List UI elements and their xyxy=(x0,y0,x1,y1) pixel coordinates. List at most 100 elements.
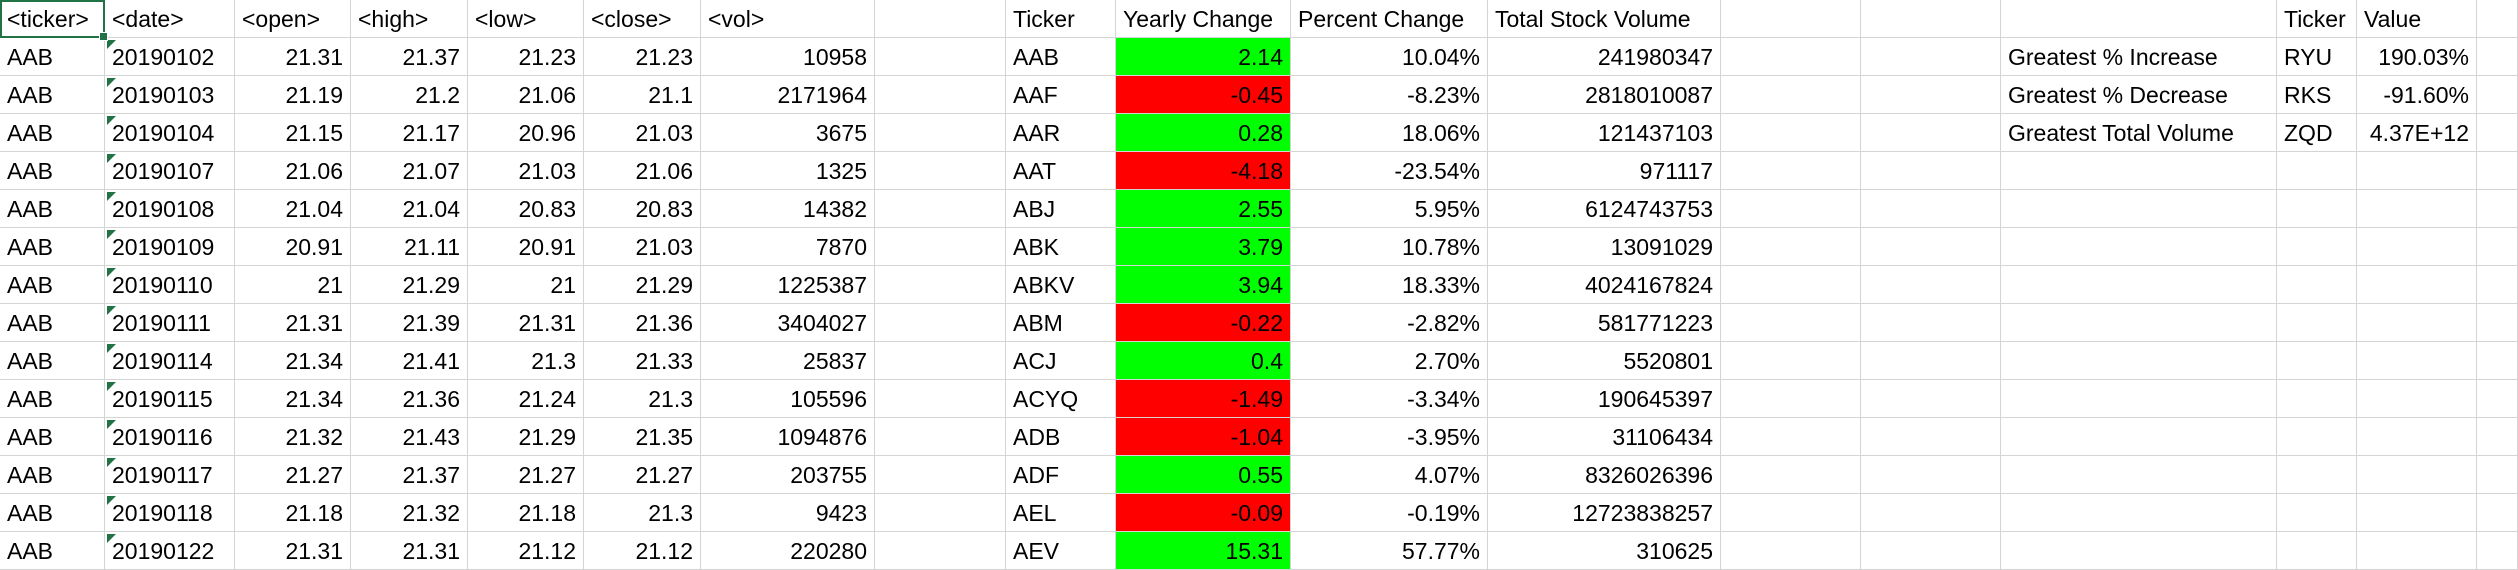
summary-data-cell[interactable]: 971117 xyxy=(1488,152,1721,190)
empty-cell[interactable] xyxy=(2357,228,2477,266)
raw-data-cell[interactable]: 21.03 xyxy=(584,228,701,266)
empty-cell[interactable] xyxy=(1721,380,1861,418)
error-indicator-icon[interactable] xyxy=(107,458,116,467)
empty-cell[interactable] xyxy=(1721,342,1861,380)
empty-cell[interactable] xyxy=(875,190,1006,228)
raw-data-cell[interactable]: 21.31 xyxy=(235,304,351,342)
raw-data-cell[interactable]: 20190107 xyxy=(105,152,235,190)
empty-cell[interactable] xyxy=(2001,266,2277,304)
empty-cell[interactable] xyxy=(2001,0,2277,38)
raw-data-cell[interactable]: 21.23 xyxy=(584,38,701,76)
summary-data-cell[interactable]: -2.82% xyxy=(1291,304,1488,342)
summary-data-cell[interactable]: ABK xyxy=(1006,228,1116,266)
empty-cell[interactable] xyxy=(1861,152,2001,190)
summary-data-cell[interactable]: 121437103 xyxy=(1488,114,1721,152)
empty-cell[interactable] xyxy=(875,456,1006,494)
raw-data-cell[interactable]: AAB xyxy=(0,190,105,228)
empty-cell[interactable] xyxy=(2001,532,2277,570)
summary-data-cell[interactable]: AAT xyxy=(1006,152,1116,190)
yearly-change-cell[interactable]: -4.18 xyxy=(1116,152,1291,190)
empty-cell[interactable] xyxy=(2477,228,2518,266)
raw-data-cell[interactable]: 21.12 xyxy=(468,532,584,570)
summary-header-cell[interactable]: Ticker xyxy=(1006,0,1116,38)
yearly-change-cell[interactable]: 3.94 xyxy=(1116,266,1291,304)
empty-cell[interactable] xyxy=(875,0,1006,38)
raw-data-cell[interactable]: 21.36 xyxy=(584,304,701,342)
empty-cell[interactable] xyxy=(2357,342,2477,380)
summary-data-cell[interactable]: 18.06% xyxy=(1291,114,1488,152)
yearly-change-cell[interactable]: 0.4 xyxy=(1116,342,1291,380)
empty-cell[interactable] xyxy=(2001,456,2277,494)
empty-cell[interactable] xyxy=(1721,0,1861,38)
summary-data-cell[interactable]: 18.33% xyxy=(1291,266,1488,304)
summary-data-cell[interactable]: 241980347 xyxy=(1488,38,1721,76)
yearly-change-cell[interactable]: 0.55 xyxy=(1116,456,1291,494)
raw-header-cell[interactable]: <date> xyxy=(105,0,235,38)
yearly-change-cell[interactable]: 2.14 xyxy=(1116,38,1291,76)
yearly-change-cell[interactable]: -1.04 xyxy=(1116,418,1291,456)
summary-header-cell[interactable]: Yearly Change xyxy=(1116,0,1291,38)
empty-cell[interactable] xyxy=(2001,190,2277,228)
empty-cell[interactable] xyxy=(2477,38,2518,76)
raw-data-cell[interactable]: 9423 xyxy=(701,494,875,532)
raw-data-cell[interactable]: 21.12 xyxy=(584,532,701,570)
raw-data-cell[interactable]: 21.41 xyxy=(351,342,468,380)
raw-data-cell[interactable]: 21.03 xyxy=(468,152,584,190)
empty-cell[interactable] xyxy=(2277,304,2357,342)
empty-cell[interactable] xyxy=(2477,380,2518,418)
raw-data-cell[interactable]: 21.2 xyxy=(351,76,468,114)
empty-cell[interactable] xyxy=(2477,76,2518,114)
summary-data-cell[interactable]: 190645397 xyxy=(1488,380,1721,418)
raw-data-cell[interactable]: 20190117 xyxy=(105,456,235,494)
raw-data-cell[interactable]: AAB xyxy=(0,380,105,418)
error-indicator-icon[interactable] xyxy=(107,382,116,391)
greatest-label-cell[interactable]: Greatest Total Volume xyxy=(2001,114,2277,152)
summary-data-cell[interactable]: ACYQ xyxy=(1006,380,1116,418)
empty-cell[interactable] xyxy=(875,494,1006,532)
empty-cell[interactable] xyxy=(2001,342,2277,380)
empty-cell[interactable] xyxy=(1861,190,2001,228)
empty-cell[interactable] xyxy=(1721,228,1861,266)
raw-data-cell[interactable]: 21.37 xyxy=(351,38,468,76)
greatest-header-cell[interactable]: Value xyxy=(2357,0,2477,38)
empty-cell[interactable] xyxy=(2001,418,2277,456)
empty-cell[interactable] xyxy=(875,38,1006,76)
raw-data-cell[interactable]: 21.1 xyxy=(584,76,701,114)
raw-data-cell[interactable]: AAB xyxy=(0,228,105,266)
empty-cell[interactable] xyxy=(2477,456,2518,494)
yearly-change-cell[interactable]: -0.09 xyxy=(1116,494,1291,532)
empty-cell[interactable] xyxy=(875,532,1006,570)
empty-cell[interactable] xyxy=(1861,418,2001,456)
raw-data-cell[interactable]: 21.18 xyxy=(468,494,584,532)
raw-data-cell[interactable]: 1225387 xyxy=(701,266,875,304)
empty-cell[interactable] xyxy=(2477,114,2518,152)
empty-cell[interactable] xyxy=(1721,494,1861,532)
raw-data-cell[interactable]: 21.06 xyxy=(235,152,351,190)
summary-data-cell[interactable]: 4.07% xyxy=(1291,456,1488,494)
raw-data-cell[interactable]: 21.27 xyxy=(584,456,701,494)
empty-cell[interactable] xyxy=(875,304,1006,342)
summary-header-cell[interactable]: Total Stock Volume xyxy=(1488,0,1721,38)
raw-data-cell[interactable]: 21.35 xyxy=(584,418,701,456)
empty-cell[interactable] xyxy=(2477,494,2518,532)
empty-cell[interactable] xyxy=(1861,380,2001,418)
summary-data-cell[interactable]: AAB xyxy=(1006,38,1116,76)
fill-handle[interactable] xyxy=(99,32,108,41)
raw-data-cell[interactable]: AAB xyxy=(0,494,105,532)
raw-data-cell[interactable]: 21.27 xyxy=(235,456,351,494)
raw-data-cell[interactable]: AAB xyxy=(0,342,105,380)
raw-data-cell[interactable]: 21.29 xyxy=(584,266,701,304)
empty-cell[interactable] xyxy=(2277,418,2357,456)
error-indicator-icon[interactable] xyxy=(107,496,116,505)
empty-cell[interactable] xyxy=(2357,266,2477,304)
empty-cell[interactable] xyxy=(2477,190,2518,228)
raw-data-cell[interactable]: 20190118 xyxy=(105,494,235,532)
summary-data-cell[interactable]: AEL xyxy=(1006,494,1116,532)
empty-cell[interactable] xyxy=(2001,380,2277,418)
empty-cell[interactable] xyxy=(2277,190,2357,228)
yearly-change-cell[interactable]: 3.79 xyxy=(1116,228,1291,266)
empty-cell[interactable] xyxy=(2357,152,2477,190)
summary-data-cell[interactable]: AEV xyxy=(1006,532,1116,570)
empty-cell[interactable] xyxy=(1861,228,2001,266)
raw-data-cell[interactable]: 21.43 xyxy=(351,418,468,456)
